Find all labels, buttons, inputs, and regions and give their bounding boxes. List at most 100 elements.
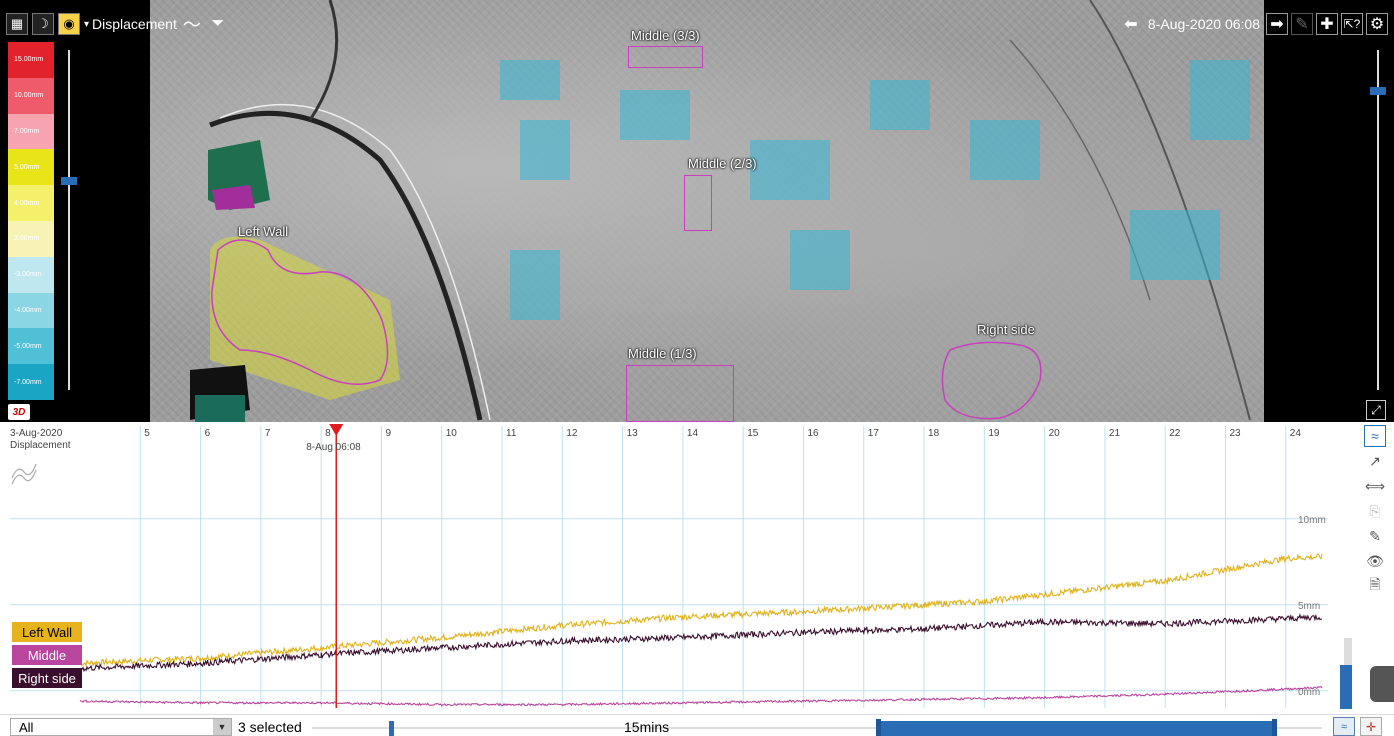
x-tick-label: 17 bbox=[868, 428, 880, 439]
series-tag-left-wall[interactable]: Left Wall bbox=[12, 622, 82, 642]
x-tick-label: 10 bbox=[446, 428, 458, 439]
x-tick-label: 8 bbox=[325, 428, 331, 439]
chart-view-icon[interactable]: ≈ bbox=[1333, 717, 1355, 736]
region-label-middle-2[interactable]: Middle (2/3) bbox=[688, 156, 757, 171]
report-icon[interactable]: 🗎 bbox=[1369, 576, 1381, 592]
x-tick-label: 18 bbox=[928, 428, 940, 439]
legend-entry: 7.00mm bbox=[8, 113, 54, 150]
displacement-color-legend: 15.00mm 10.00mm 7.00mm 5.00mm 4.00mm 3.00mm -3… bbox=[8, 42, 54, 400]
current-date: 8-Aug-2020 06:08 bbox=[1147, 16, 1260, 32]
previous-date-arrow-icon[interactable]: ⬅ bbox=[1119, 13, 1142, 35]
side-panel-tab[interactable] bbox=[1370, 666, 1394, 702]
x-tick-label: 7 bbox=[265, 428, 271, 439]
pan-arrows-icon[interactable]: ⟺ bbox=[1364, 477, 1386, 494]
x-tick-label: 12 bbox=[566, 428, 578, 439]
series-line bbox=[79, 613, 1323, 673]
view-marker-icon[interactable]: 👁 bbox=[1366, 552, 1384, 569]
viewport-toolbar-left: ▦ ☽ ◉ ▾ Displacement 〜 ⏷ bbox=[6, 12, 229, 36]
series-tag-right-side[interactable]: Right side bbox=[12, 668, 82, 688]
threshold-slider-thumb[interactable] bbox=[61, 177, 77, 185]
x-tick-label: 6 bbox=[205, 428, 211, 439]
chevron-down-icon: ▾ bbox=[84, 18, 90, 30]
x-tick-label: 13 bbox=[627, 428, 639, 439]
x-tick-label: 5 bbox=[144, 428, 150, 439]
scene-overlay bbox=[190, 0, 1251, 422]
layer-selector[interactable]: ▾ Displacement bbox=[84, 16, 177, 32]
region-box-middle-3[interactable] bbox=[628, 46, 703, 68]
time-range-handle-left[interactable] bbox=[389, 721, 394, 736]
x-tick-label: 22 bbox=[1169, 428, 1181, 439]
fullscreen-expand-icon[interactable]: ⤢ bbox=[1366, 400, 1386, 420]
settings-gear-icon[interactable]: ⚙ bbox=[1366, 13, 1388, 35]
curve-icon bbox=[11, 463, 37, 485]
export-icon[interactable]: ↗ bbox=[1369, 452, 1381, 469]
x-tick-label: 9 bbox=[385, 428, 391, 439]
selected-count: 3 selected bbox=[238, 719, 302, 735]
3d-viewport[interactable]: Middle (3/3) Middle (2/3) Middle (1/3) L… bbox=[0, 0, 1394, 422]
time-interval-label: 15mins bbox=[624, 719, 670, 735]
dropdown-arrow-icon[interactable]: ▼ bbox=[213, 719, 231, 735]
x-tick-label: 11 bbox=[506, 428, 517, 439]
point-cloud-scene[interactable] bbox=[150, 0, 1264, 422]
legend-entry: 15.00mm bbox=[8, 42, 54, 78]
legend-entry: 5.00mm bbox=[8, 149, 54, 186]
time-range-handle-end[interactable] bbox=[1272, 719, 1277, 736]
checkerboard-icon[interactable]: ▦ bbox=[6, 13, 28, 35]
bottom-toolbar: All ▼ 3 selected 15mins ≈ ✛ bbox=[0, 714, 1394, 736]
threshold-slider-track[interactable] bbox=[68, 50, 70, 390]
region-box-middle-1[interactable] bbox=[626, 365, 734, 422]
legend-entry: -4.00mm bbox=[8, 292, 54, 329]
3d-view-badge[interactable]: 3D bbox=[8, 404, 30, 420]
time-range-track[interactable] bbox=[312, 727, 1322, 729]
region-label-middle-1[interactable]: Middle (1/3) bbox=[628, 346, 697, 361]
series-line bbox=[79, 553, 1323, 668]
region-label-left-wall[interactable]: Left Wall bbox=[238, 224, 289, 239]
crosshair-settings-icon[interactable]: ✛ bbox=[1360, 717, 1382, 736]
time-range-handle-start[interactable] bbox=[876, 719, 881, 736]
legend-entry: -3.00mm bbox=[8, 256, 54, 293]
timeline-chart[interactable]: 5 6 7 8 9 10 11 12 13 14 15 16 17 18 19 20 21 22 23 24 3-Aug… bbox=[0, 422, 1360, 714]
series-tag-middle[interactable]: Middle bbox=[12, 645, 82, 665]
x-tick-label: 14 bbox=[687, 428, 699, 439]
cursor-date-label: 8-Aug 06:08 bbox=[306, 442, 361, 453]
x-tick-label: 15 bbox=[747, 428, 759, 439]
series-line bbox=[79, 685, 1323, 708]
chart-tools: ≈ ↗ ⟺ ⎘ ✎ 👁 🗎 bbox=[1360, 422, 1390, 714]
next-date-arrow-icon[interactable]: ➡ bbox=[1266, 13, 1288, 35]
start-date-label: 3-Aug-2020 bbox=[10, 428, 63, 439]
add-icon[interactable]: ✚ bbox=[1316, 13, 1338, 35]
pencil-icon[interactable]: ✎ bbox=[1291, 13, 1313, 35]
add-marker-icon[interactable]: ✎ bbox=[1369, 527, 1381, 544]
legend-entry: 10.00mm bbox=[8, 77, 54, 114]
series-tag-left-wall-label: Left Wall bbox=[21, 624, 73, 640]
time-range-selection[interactable] bbox=[878, 721, 1276, 736]
filter-icon[interactable]: ⏷ bbox=[211, 15, 225, 32]
region-box-middle-2[interactable] bbox=[684, 175, 712, 231]
opacity-slider-thumb[interactable] bbox=[1370, 87, 1386, 95]
quantity-label: Displacement bbox=[10, 440, 71, 451]
vertical-zoom-thumb[interactable] bbox=[1340, 665, 1352, 709]
moon-icon[interactable]: ☽ bbox=[32, 13, 54, 35]
series-tag-middle-label: Middle bbox=[27, 647, 67, 663]
region-label-right-side[interactable]: Right side bbox=[977, 322, 1035, 337]
series-filter-select[interactable]: All ▼ bbox=[10, 718, 232, 736]
series-tag-right-side-label: Right side bbox=[18, 670, 76, 686]
pointer-help-icon[interactable]: ⇱? bbox=[1341, 13, 1363, 35]
curve-icon[interactable]: 〜 bbox=[182, 15, 201, 35]
opacity-slider-track[interactable] bbox=[1377, 50, 1379, 390]
palette-icon[interactable]: ◉ bbox=[58, 13, 80, 35]
x-tick-label: 16 bbox=[807, 428, 819, 439]
x-tick-label: 20 bbox=[1049, 428, 1061, 439]
series-filter-value: All bbox=[19, 719, 34, 735]
x-tick-label: 24 bbox=[1290, 428, 1302, 439]
x-tick-label: 23 bbox=[1230, 428, 1242, 439]
displacement-timeline[interactable]: 5 6 7 8 9 10 11 12 13 14 15 16 17 18 19 20 21 22 23 24 3-Aug… bbox=[0, 422, 1394, 714]
x-tick-label: 19 bbox=[988, 428, 1000, 439]
time-cursor-marker bbox=[329, 424, 344, 436]
chart-type-icon[interactable]: ≈ bbox=[1364, 425, 1386, 447]
y-tick-label: 5mm bbox=[1298, 601, 1320, 612]
copy-icon[interactable]: ⎘ bbox=[1369, 502, 1381, 519]
region-label-middle-3[interactable]: Middle (3/3) bbox=[631, 28, 700, 43]
legend-entry: 3.00mm bbox=[8, 220, 54, 257]
viewport-toolbar-right: ⬅ 8-Aug-2020 06:08 ➡ ✎ ✚ ⇱? ⚙ bbox=[1119, 12, 1388, 36]
